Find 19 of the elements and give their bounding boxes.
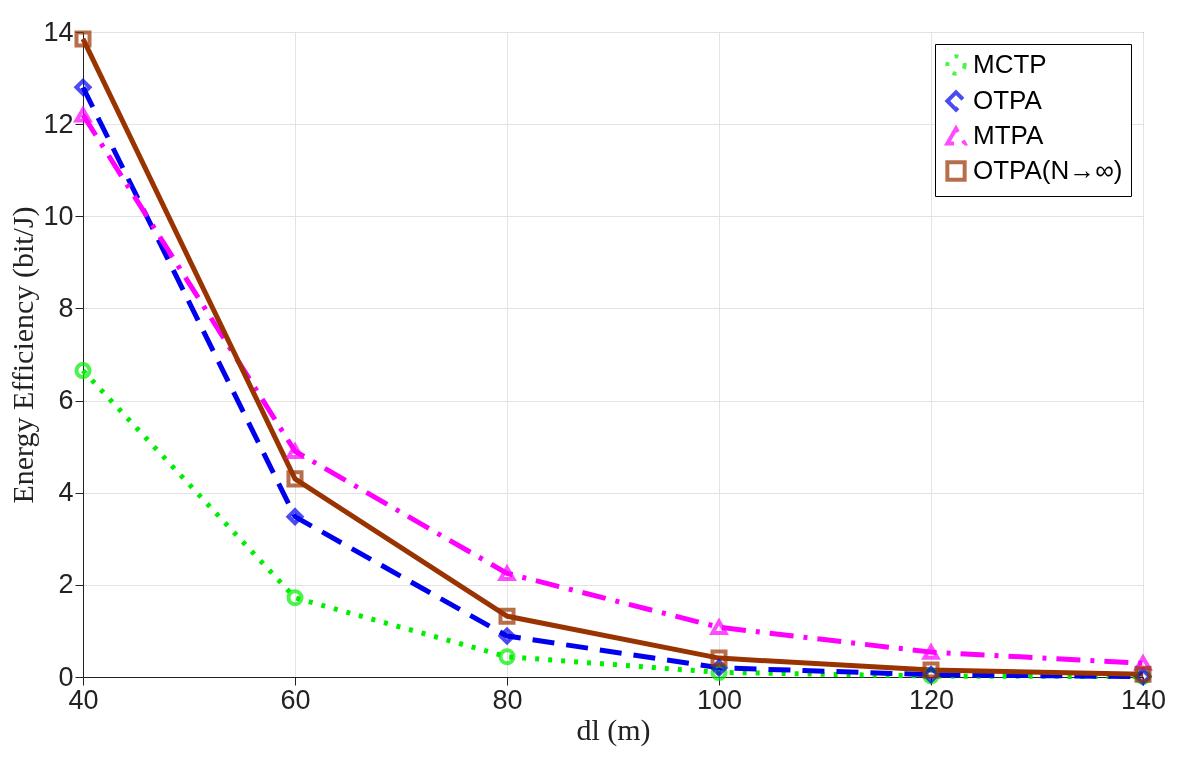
y-tick-label: 8	[58, 292, 74, 323]
y-tick-label: 2	[58, 569, 74, 600]
y-tick-label: 4	[58, 477, 74, 508]
x-tick-label: 100	[696, 684, 743, 715]
legend-label: OTPA(N→∞)	[973, 155, 1123, 185]
y-tick-label: 12	[43, 108, 74, 139]
x-tick-label: 60	[280, 684, 311, 715]
y-tick-label: 14	[43, 16, 74, 47]
legend-label: MTPA	[973, 120, 1044, 150]
x-tick-label: 140	[1120, 684, 1167, 715]
legend-label: MCTP	[973, 49, 1047, 79]
legend-label: OTPA	[973, 85, 1043, 115]
x-tick-label: 80	[492, 684, 523, 715]
x-tick-label: 120	[908, 684, 955, 715]
y-tick-label: 6	[58, 385, 74, 416]
x-axis-title: dl (m)	[576, 712, 651, 747]
y-tick-label: 10	[43, 200, 74, 231]
y-tick-label: 0	[58, 661, 74, 692]
y-axis-title: Energy Efficiency (bit/J)	[6, 206, 41, 504]
